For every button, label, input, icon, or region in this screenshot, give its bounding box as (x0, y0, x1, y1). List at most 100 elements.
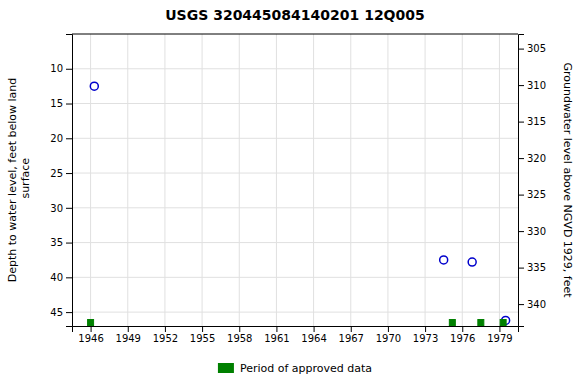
y2-axis-tick-mark (518, 122, 524, 123)
y2-axis-tick: 320 (518, 153, 546, 164)
y2-axis-tick-mark (518, 304, 524, 305)
grid-line-y (72, 68, 518, 69)
y2-axis-line (519, 35, 525, 327)
y-axis-title: Depth to water level, feet below land su… (6, 78, 32, 283)
x-axis-tick: 1973 (413, 326, 438, 344)
point (468, 258, 476, 266)
y-axis-tick-label: 15 (50, 98, 63, 109)
point (449, 320, 455, 326)
grid-line-x (90, 34, 91, 326)
y2-axis-tick-label: 310 (527, 80, 546, 91)
x-axis-tick-label: 1976 (450, 333, 475, 344)
x-axis-tick: 1970 (376, 326, 401, 344)
grid-line-y (72, 173, 518, 174)
y-axis-tick-mark (66, 69, 72, 70)
x-axis-tick-label: 1961 (264, 333, 289, 344)
y-axis-tick-label: 20 (50, 133, 63, 144)
chart: 1946194919521955195819611964196719701973… (0, 0, 576, 384)
y2-axis-tick-mark (518, 49, 524, 50)
y-axis-tick: 15 (50, 98, 72, 109)
y2-axis-tick-mark (518, 268, 524, 269)
grid-line-x (387, 34, 388, 326)
x-axis-line (73, 327, 519, 333)
point (478, 320, 484, 326)
y2-axis-tick-label: 315 (527, 116, 546, 127)
y2-axis-tick: 340 (518, 299, 546, 310)
x-axis-tick-mark (351, 326, 352, 332)
grid-line-x (462, 34, 463, 326)
legend: Period of approved data (218, 362, 372, 375)
y2-axis-tick-label: 335 (527, 262, 546, 273)
grid-line-x (425, 34, 426, 326)
grid-line-x (276, 34, 277, 326)
grid-line-y (72, 242, 518, 243)
plot-frame-top (72, 34, 518, 35)
y-axis-tick: 30 (50, 203, 72, 214)
y2-axis-tick: 305 (518, 43, 546, 54)
y2-axis-tick: 310 (518, 80, 546, 91)
x-axis-tick: 1961 (264, 326, 289, 344)
x-axis-tick-mark (91, 326, 92, 332)
grid-line-x (127, 34, 128, 326)
y-axis-tick-label: 10 (50, 63, 63, 74)
y2-axis-tick-label: 330 (527, 226, 546, 237)
x-axis-tick-label: 1967 (339, 333, 364, 344)
grid-line-y (72, 103, 518, 104)
y-axis-tick: 25 (50, 168, 72, 179)
x-axis-tick-mark (462, 326, 463, 332)
x-axis-tick-label: 1958 (227, 333, 252, 344)
plot: 1946194919521955195819611964196719701973… (50, 34, 546, 344)
point (88, 320, 94, 326)
y2-axis-tick-label: 325 (527, 189, 546, 200)
y2-axis-tick-mark (518, 231, 524, 232)
grid-line-x (239, 34, 240, 326)
point (440, 256, 448, 264)
y2-axis-tick: 325 (518, 189, 546, 200)
x-axis-tick: 1967 (339, 326, 364, 344)
x-axis-tick-mark (202, 326, 203, 332)
grid-line-x (202, 34, 203, 326)
y-axis-tick-mark (66, 173, 72, 174)
x-axis-tick: 1958 (227, 326, 252, 344)
x-axis-tick-mark (128, 326, 129, 332)
marks (88, 82, 510, 325)
y-axis: 1015202530354045 (50, 35, 72, 327)
x-axis-tick: 1979 (487, 326, 512, 344)
grid-line-x (164, 34, 165, 326)
point (500, 320, 506, 326)
y-axis-title-line: Depth to water level, feet below land (6, 78, 19, 283)
x-axis-tick: 1946 (78, 326, 103, 344)
y-axis-tick-mark (66, 243, 72, 244)
y2-axis: 305 310 315 320 325 330 335 340 (518, 35, 546, 327)
x-axis-tick-mark (388, 326, 389, 332)
grid-line-x (313, 34, 314, 326)
y-axis-tick-mark (66, 277, 72, 278)
y-axis-tick-label: 25 (50, 168, 63, 179)
x-axis-tick-label: 1964 (301, 333, 326, 344)
y2-axis-tick-mark (518, 85, 524, 86)
y-axis-tick-mark (66, 208, 72, 209)
x-axis-tick: 1955 (190, 326, 215, 344)
x-axis-tick: 1949 (116, 326, 141, 344)
x-axis-tick-label: 1949 (116, 333, 141, 344)
grid (72, 34, 518, 326)
y2-axis-tick-label: 340 (527, 299, 546, 310)
y-axis-tick: 40 (50, 272, 72, 283)
point (90, 82, 98, 90)
y-axis-title-line: surface (19, 158, 32, 202)
y-axis-tick: 10 (50, 63, 72, 74)
y-axis-tick-label: 30 (50, 203, 63, 214)
grid-line-y (72, 312, 518, 313)
legend-label: Period of approved data (240, 362, 372, 375)
x-axis-tick-label: 1955 (190, 333, 215, 344)
y-axis-tick-mark (66, 138, 72, 139)
x-axis-tick: 1976 (450, 326, 475, 344)
y-axis-tick: 20 (50, 133, 72, 144)
title: USGS 320445084140201 12Q005 (165, 7, 425, 23)
y2-axis-tick: 335 (518, 262, 546, 273)
grid-line-y (72, 277, 518, 278)
y-axis-tick-mark (66, 104, 72, 105)
x-axis: 1946194919521955195819611964196719701973… (73, 326, 519, 344)
y-axis-tick-mark (66, 312, 72, 313)
legend-swatch (218, 363, 234, 373)
